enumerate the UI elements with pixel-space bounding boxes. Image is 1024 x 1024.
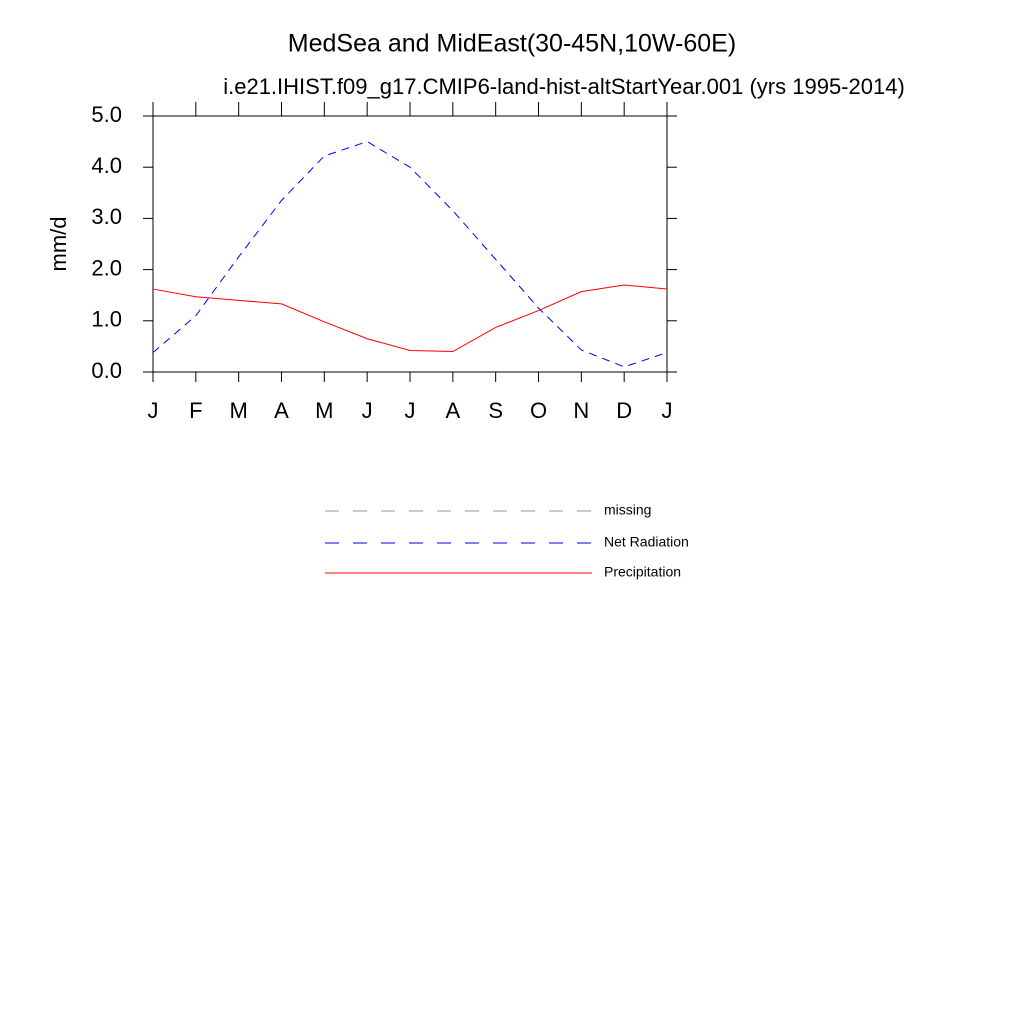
- y-tick-label: 5.0: [91, 102, 122, 127]
- x-tick-label: M: [315, 398, 333, 423]
- x-tick-label: O: [530, 398, 547, 423]
- x-tick-label: A: [274, 398, 289, 423]
- legend-label: Net Radiation: [604, 534, 689, 550]
- x-tick-label: J: [405, 398, 416, 423]
- y-tick-label: 3.0: [91, 204, 122, 229]
- y-tick-label: 0.0: [91, 358, 122, 383]
- x-tick-label: M: [230, 398, 248, 423]
- x-tick-label: F: [189, 398, 202, 423]
- legend-label: Precipitation: [604, 564, 681, 580]
- series-line: [152, 284, 668, 353]
- series-line: [152, 141, 668, 368]
- x-tick-label: D: [616, 398, 632, 423]
- x-tick-label: N: [573, 398, 589, 423]
- y-axis-label: mm/d: [46, 217, 71, 272]
- x-tick-label: J: [362, 398, 373, 423]
- x-tick-label: J: [148, 398, 159, 423]
- chart-title: MedSea and MidEast(30-45N,10W-60E): [288, 30, 736, 58]
- chart-subtitle: i.e21.IHIST.f09_g17.CMIP6-land-hist-altS…: [223, 74, 905, 99]
- legend-label: missing: [604, 502, 651, 518]
- y-tick-label: 2.0: [91, 255, 122, 280]
- x-tick-label: S: [488, 398, 503, 423]
- y-tick-label: 4.0: [91, 153, 122, 178]
- y-tick-label: 1.0: [91, 307, 122, 332]
- plot-frame: [152, 115, 668, 373]
- x-tick-label: J: [662, 398, 673, 423]
- x-tick-label: A: [445, 398, 460, 423]
